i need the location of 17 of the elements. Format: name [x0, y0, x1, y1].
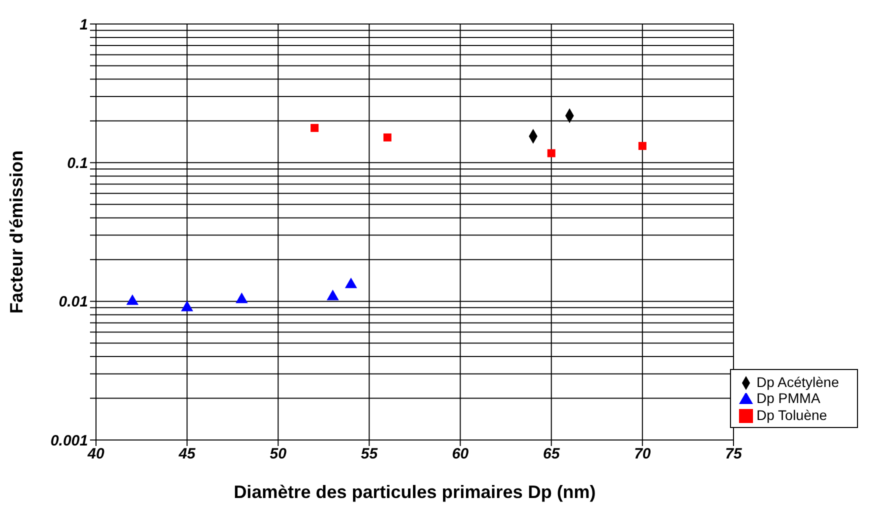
y-tick-label: 0.01: [58, 294, 88, 311]
x-tick-label: 75: [725, 446, 742, 463]
legend-label: Dp PMMA: [756, 390, 820, 406]
x-tick-label: 65: [543, 446, 560, 463]
y-tick-label: 1: [80, 16, 88, 34]
x-axis-title: Diamètre des particules primaires Dp (nm): [234, 482, 596, 502]
x-tick-label: 40: [86, 446, 105, 463]
x-tick-label: 55: [360, 446, 378, 463]
y-tick-label: 0.1: [67, 154, 88, 172]
x-tick-label: 45: [178, 446, 196, 463]
x-tick-label: 60: [452, 446, 470, 463]
y-tick-label: 0.001: [50, 432, 88, 450]
y-axis-title: Facteur d'émission: [6, 150, 26, 314]
x-tick-label: 50: [270, 446, 288, 463]
legend-label: Dp Acétylène: [756, 374, 839, 390]
legend-label: Dp Toluène: [756, 406, 828, 423]
x-tick-label: 70: [634, 446, 652, 463]
